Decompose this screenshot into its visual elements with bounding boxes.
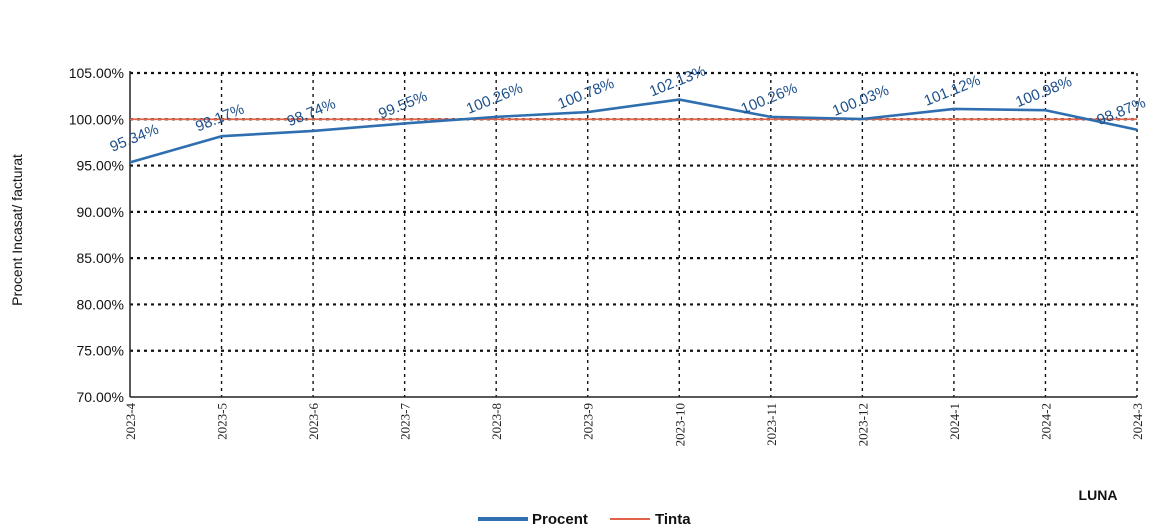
x-tick-label: 2023-10 [672,403,687,446]
legend-label-tinta: Tinta [655,511,691,528]
x-tick-label: 2023-4 [123,403,138,440]
y-tick-label: 105.00% [69,65,124,81]
data-label: 102.13% [647,62,708,100]
series-line-procent [129,98,1138,164]
x-tick-label: 2023-9 [581,403,596,440]
y-axis-title: Procent Incasat/ facturat [9,154,25,306]
data-label: 100.26% [738,80,799,118]
y-tick-label: 100.00% [69,111,124,127]
x-axis-title: LUNA [1079,487,1118,503]
x-tick-label: 2024-3 [1130,403,1145,440]
y-tick-label: 75.00% [77,343,124,359]
axes [129,71,1137,398]
series [129,98,1138,164]
y-tick-label: 70.00% [77,389,124,405]
tick-labels: 70.00% 75.00% 80.00% 85.00% 90.00% 95.00% 100.… [69,65,1145,446]
y-tick-label: 95.00% [77,158,124,174]
y-tick-label: 80.00% [77,296,124,312]
x-tick-label: 2023-12 [855,403,870,446]
x-tick-label: 2023-5 [215,403,230,440]
y-tick-label: 85.00% [77,250,124,266]
legend: Procent Tinta [478,511,691,528]
data-label: 98.87% [1095,94,1149,129]
data-label: 101.12% [922,72,983,110]
data-label: 100.78% [555,75,616,113]
x-tick-label: 2024-1 [947,403,962,440]
y-tick-label: 90.00% [77,204,124,220]
x-tick-label: 2023-11 [764,403,779,446]
x-tick-label: 2023-7 [398,403,413,440]
data-label: 100.03% [830,82,891,120]
x-tick-label: 2023-6 [306,403,321,440]
legend-label-procent: Procent [532,511,588,528]
grid [130,71,1138,397]
data-label: 99.55% [376,88,430,123]
data-label: 100.98% [1013,73,1074,111]
x-tick-label: 2023-8 [489,403,504,440]
data-label: 98.74% [285,95,339,130]
x-tick-label: 2024-2 [1038,403,1053,440]
data-label: 98.17% [193,101,247,136]
data-label: 100.26% [464,80,525,118]
